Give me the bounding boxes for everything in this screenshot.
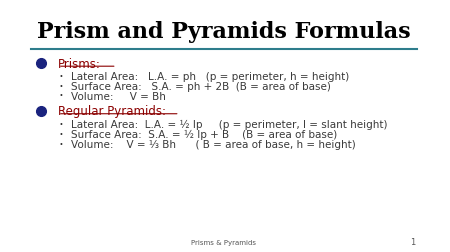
Text: Regular Pyramids:: Regular Pyramids: xyxy=(58,105,166,118)
Text: Prisms & Pyramids: Prisms & Pyramids xyxy=(191,239,256,245)
Text: 1: 1 xyxy=(410,237,415,246)
Text: Surface Area:   S.A. = ph + 2B  (B = area of base): Surface Area: S.A. = ph + 2B (B = area o… xyxy=(71,82,330,92)
Text: ·: · xyxy=(58,127,63,142)
FancyBboxPatch shape xyxy=(9,0,438,252)
Text: Lateral Area:  L.A. = ½ lp     (p = perimeter, l = slant height): Lateral Area: L.A. = ½ lp (p = perimeter… xyxy=(71,120,387,130)
Text: ·: · xyxy=(58,70,63,84)
Text: Lateral Area:   L.A. = ph   (p = perimeter, h = height): Lateral Area: L.A. = ph (p = perimeter, … xyxy=(71,72,349,82)
Text: Prisms:: Prisms: xyxy=(58,58,101,71)
Text: ·: · xyxy=(58,137,63,152)
Text: Volume:     V = Bh: Volume: V = Bh xyxy=(71,92,166,102)
Text: ·: · xyxy=(58,79,63,94)
Text: ·: · xyxy=(58,89,63,104)
Text: Prism and Pyramids Formulas: Prism and Pyramids Formulas xyxy=(37,21,410,43)
Text: Surface Area:  S.A. = ½ lp + B    (B = area of base): Surface Area: S.A. = ½ lp + B (B = area … xyxy=(71,130,337,140)
Text: ·: · xyxy=(58,117,63,132)
Text: Volume:    V = ⅓ Bh      ( B = area of base, h = height): Volume: V = ⅓ Bh ( B = area of base, h =… xyxy=(71,140,355,150)
